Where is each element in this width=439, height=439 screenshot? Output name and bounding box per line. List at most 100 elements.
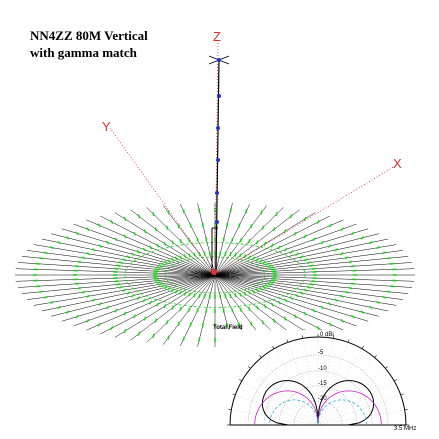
segment-mark (272, 318, 276, 323)
segment-mark (137, 331, 141, 336)
segment-mark (289, 249, 294, 254)
segment-mark (340, 227, 345, 232)
radial-ring (164, 256, 266, 294)
segment-mark (247, 239, 251, 244)
segment-mark (114, 237, 118, 242)
segment-mark (160, 284, 166, 288)
segment-mark (49, 300, 55, 304)
segment-mark (350, 265, 355, 268)
segment-mark (65, 310, 70, 314)
segment-mark (271, 270, 277, 273)
tick (374, 355, 377, 358)
segment-mark (118, 285, 124, 289)
segment-mark (350, 282, 355, 285)
segment-mark (85, 227, 90, 232)
segment-mark (174, 256, 179, 261)
elevation-pattern (227, 330, 413, 430)
segment-mark (130, 293, 136, 298)
segment-mark (167, 210, 170, 215)
segment-mark (258, 286, 264, 291)
segment-mark (344, 256, 349, 260)
segment-mark (264, 262, 270, 266)
segment-mark (98, 302, 103, 306)
segment-mark (56, 240, 62, 245)
segment-mark (158, 264, 163, 268)
segment-mark (123, 328, 127, 334)
segment-mark (65, 236, 70, 240)
segment-mark (188, 292, 192, 297)
segment-mark (154, 279, 160, 282)
radial-field (15, 203, 415, 347)
ring-label: -20 (318, 396, 327, 402)
segment-mark (245, 209, 248, 214)
segment-mark (289, 296, 294, 301)
segment-mark (283, 247, 288, 252)
segment-mark (142, 298, 147, 303)
segment-mark (75, 314, 80, 319)
segment-mark (132, 314, 137, 319)
segment-mark (116, 264, 121, 267)
z-label: Z (213, 29, 221, 44)
segment-mark (270, 302, 275, 307)
segment-mark (174, 289, 179, 294)
segment-mark (309, 264, 314, 267)
segment-mark (360, 310, 365, 314)
segment-mark (75, 231, 80, 236)
segment-mark (163, 285, 168, 290)
segment-mark (224, 294, 227, 299)
segment-mark (390, 262, 395, 265)
segment-mark (247, 306, 251, 311)
segment-mark (327, 244, 332, 248)
segment-mark (327, 302, 332, 306)
segment-mark (340, 318, 345, 323)
segment-mark (293, 314, 298, 319)
segment-mark (224, 251, 227, 256)
segment-mark (152, 333, 155, 339)
segment-mark (126, 291, 131, 295)
segment-mark (260, 210, 263, 215)
segment-mark (49, 246, 55, 250)
segment-mark (270, 243, 275, 248)
ring-label: 0 dBi (320, 332, 334, 338)
segment-mark (35, 285, 40, 288)
segment-mark (189, 322, 192, 327)
segment-mark (193, 252, 196, 257)
tick (272, 346, 275, 349)
segment-mark (269, 266, 274, 270)
segment-mark (143, 229, 147, 234)
y-axis (109, 127, 216, 276)
segment-mark (231, 308, 234, 313)
segment-mark (118, 261, 124, 265)
segment-mark (243, 254, 247, 259)
tick (332, 335, 335, 339)
segment-mark (255, 288, 260, 293)
ring-label: -5 (318, 350, 324, 356)
segment-mark (177, 321, 181, 326)
segment-mark (167, 335, 170, 340)
segment-mark (272, 227, 276, 232)
segment-mark (306, 285, 312, 289)
segment-mark (75, 282, 80, 285)
segment-mark (270, 268, 276, 271)
segment-mark (320, 240, 325, 245)
segment-mark (123, 311, 127, 316)
segment-mark (243, 291, 247, 296)
segment-mark (231, 237, 234, 242)
segment-mark (183, 291, 187, 296)
segment-mark (38, 256, 44, 260)
segment-mark (270, 279, 276, 282)
segment-mark (77, 260, 82, 264)
segment-mark (269, 280, 274, 284)
segment-mark (122, 258, 127, 262)
segment-mark (152, 211, 155, 217)
segment-mark (105, 240, 110, 245)
segment-mark (81, 290, 86, 294)
segment-mark (153, 277, 159, 280)
segment-mark (294, 293, 300, 298)
segment-mark (85, 252, 91, 256)
segment-mark (182, 209, 185, 214)
segment-mark (261, 320, 265, 325)
segment-mark (91, 248, 96, 252)
segment-mark (339, 294, 345, 298)
